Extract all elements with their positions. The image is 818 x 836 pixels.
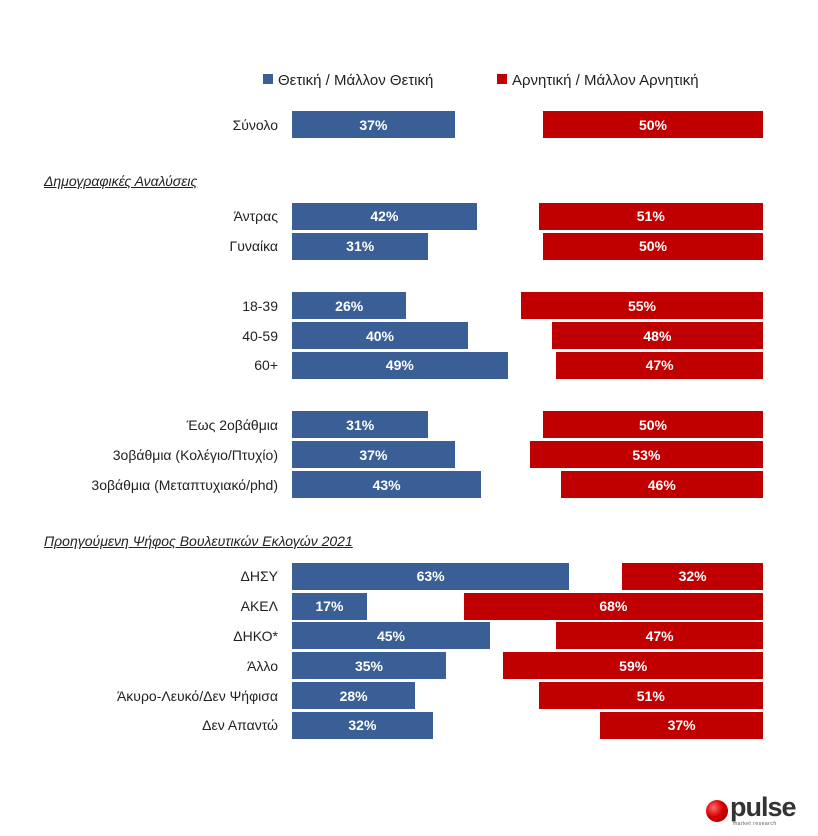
positive-bar: 31% — [292, 411, 429, 439]
negative-value-label: 50% — [638, 416, 668, 433]
negative-bar: 50% — [543, 411, 763, 439]
negative-bar: 53% — [529, 441, 763, 469]
category-label: 18-39 — [242, 297, 278, 314]
negative-bar: 68% — [463, 592, 763, 620]
logo-tagline: market research — [733, 821, 777, 827]
section-title: Δημογραφικές Αναλύσεις — [44, 172, 198, 189]
positive-value-label: 45% — [376, 627, 406, 644]
category-label: Σύνολο — [232, 116, 278, 133]
section-title: Προηγούμενη Ψήφος Βουλευτικών Εκλογών 20… — [44, 532, 353, 549]
positive-bar: 45% — [292, 622, 490, 650]
positive-value-label: 32% — [348, 717, 377, 734]
positive-bar: 28% — [292, 682, 416, 709]
category-label: Γυναίκα — [229, 238, 279, 255]
negative-value-label: 32% — [678, 568, 707, 585]
pulse-logo: pulse market research — [706, 792, 806, 828]
negative-value-label: 47% — [645, 357, 674, 374]
negative-bar: 46% — [560, 471, 763, 498]
category-label: Άλλο — [247, 657, 278, 674]
category-label: Άντρας — [233, 208, 278, 225]
negative-value-label: 46% — [647, 476, 676, 493]
category-label: ΔΗΣΥ — [240, 568, 278, 585]
logo-word: pulse — [730, 792, 797, 822]
legend-label: Αρνητική / Μάλλον Αρνητική — [512, 72, 699, 89]
positive-value-label: 26% — [335, 297, 364, 314]
negative-bar: 32% — [622, 562, 763, 590]
positive-bar: 63% — [292, 562, 570, 590]
positive-value-label: 63% — [416, 568, 445, 585]
positive-bar: 32% — [292, 711, 433, 739]
category-label: ΑΚΕΛ — [240, 598, 278, 615]
logo-ball-icon — [706, 800, 728, 822]
category-label: 3οβάθμια (Μεταπτυχιακό/phd) — [91, 476, 278, 493]
positive-bar: 31% — [292, 232, 429, 260]
positive-value-label: 17% — [315, 598, 344, 615]
positive-value-label: 49% — [385, 357, 414, 374]
positive-bar: 35% — [292, 652, 446, 680]
positive-value-label: 43% — [372, 476, 401, 493]
negative-value-label: 53% — [632, 446, 661, 463]
positive-value-label: 40% — [365, 327, 395, 344]
category-label: 3οβάθμια (Κολέγιο/Πτυχίο) — [112, 446, 278, 463]
negative-value-label: 50% — [638, 116, 668, 133]
positive-value-label: 31% — [346, 416, 375, 433]
category-label: Άκυρο-Λευκό/Δεν Ψήφισα — [116, 687, 278, 704]
negative-value-label: 59% — [619, 657, 648, 674]
negative-value-label: 37% — [667, 717, 696, 734]
positive-value-label: 37% — [359, 116, 388, 133]
positive-bar: 40% — [292, 322, 468, 349]
positive-value-label: 31% — [346, 238, 375, 255]
negative-bar: 51% — [538, 682, 763, 709]
legend-item-positive: Θετική / Μάλλον Θετική — [263, 72, 433, 89]
negative-value-label: 51% — [636, 687, 665, 704]
negative-value-label: 55% — [627, 297, 657, 314]
positive-bar: 49% — [292, 351, 508, 379]
negative-bar: 48% — [551, 322, 763, 349]
positive-bar: 26% — [292, 292, 407, 320]
category-label: ΔΗΚΟ* — [233, 627, 278, 644]
negative-bar: 47% — [556, 351, 763, 379]
category-label: 60+ — [254, 357, 278, 374]
legend-swatch-positive — [263, 74, 273, 84]
positive-value-label: 37% — [359, 446, 388, 463]
negative-bar: 55% — [521, 292, 763, 320]
positive-value-label: 42% — [370, 208, 399, 225]
category-label: Έως 2οβάθμια — [186, 416, 278, 433]
category-label: Δεν Απαντώ — [202, 717, 278, 734]
negative-bar: 50% — [543, 111, 763, 138]
positive-bar: 17% — [292, 592, 367, 620]
positive-value-label: 28% — [339, 687, 368, 704]
legend-swatch-negative — [497, 74, 507, 84]
negative-value-label: 68% — [599, 598, 628, 615]
legend-item-negative: Αρνητική / Μάλλον Αρνητική — [497, 72, 699, 89]
category-label: 40-59 — [242, 327, 278, 344]
negative-value-label: 48% — [643, 327, 672, 344]
negative-bar: 59% — [503, 652, 763, 680]
positive-bar: 43% — [292, 471, 482, 498]
negative-bar: 37% — [600, 711, 763, 739]
positive-bar: 37% — [292, 111, 455, 138]
negative-value-label: 50% — [638, 238, 668, 255]
legend-label: Θετική / Μάλλον Θετική — [278, 72, 434, 89]
positive-bar: 37% — [292, 441, 455, 469]
negative-value-label: 51% — [636, 208, 665, 225]
negative-value-label: 47% — [645, 627, 674, 644]
positive-value-label: 35% — [354, 657, 384, 674]
negative-bar: 47% — [556, 622, 763, 650]
negative-bar: 51% — [538, 202, 763, 230]
positive-bar: 42% — [292, 202, 477, 230]
negative-bar: 50% — [543, 232, 763, 260]
